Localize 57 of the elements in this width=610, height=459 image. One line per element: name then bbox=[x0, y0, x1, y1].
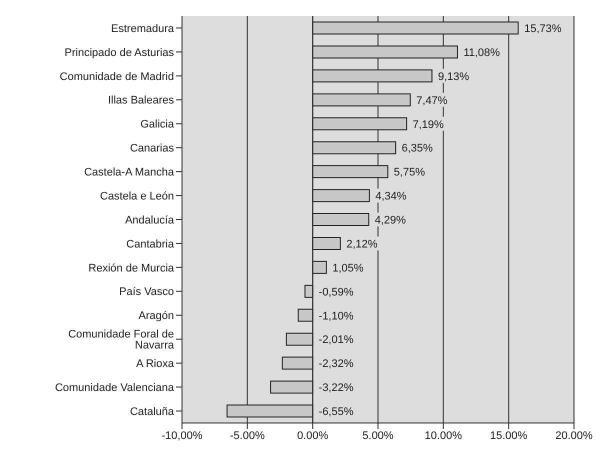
y-tick-label: Comunidade Foral de Navarra bbox=[68, 328, 175, 352]
x-tick-label: -5.00% bbox=[230, 430, 265, 442]
y-tick-label: Comunidade de Madrid bbox=[60, 70, 174, 83]
bar bbox=[312, 213, 370, 226]
x-tick-label: 15.00% bbox=[490, 430, 528, 442]
data-label: -3,22% bbox=[318, 382, 354, 394]
data-label: -1,10% bbox=[318, 310, 354, 322]
y-tick-label: Estremadura bbox=[111, 22, 175, 35]
bar bbox=[270, 380, 314, 394]
y-tick-label: Comunidade Valenciana bbox=[54, 382, 175, 394]
x-tick-label: 20.00% bbox=[555, 430, 593, 442]
bar bbox=[226, 404, 314, 418]
bar bbox=[312, 93, 411, 106]
data-label: 2,12% bbox=[346, 238, 378, 250]
bar bbox=[312, 236, 341, 250]
bar bbox=[282, 356, 314, 370]
data-label: -2,32% bbox=[318, 358, 354, 370]
data-label: 4,34% bbox=[375, 190, 407, 203]
data-label: 11,08% bbox=[463, 46, 500, 59]
bar bbox=[298, 308, 314, 322]
y-tick-label: País Vasco bbox=[119, 286, 174, 298]
y-tick-label: Cantabria bbox=[126, 238, 175, 250]
data-label: 5,75% bbox=[394, 166, 426, 179]
data-label: 6,35% bbox=[402, 142, 434, 155]
data-label: 7,47% bbox=[416, 94, 448, 107]
data-label: 15,73% bbox=[524, 23, 562, 35]
data-label: 1,05% bbox=[332, 262, 364, 274]
y-tick-label: Canarias bbox=[130, 142, 174, 155]
data-label: -0,59% bbox=[318, 286, 354, 298]
data-label: 4,29% bbox=[374, 214, 406, 227]
bar bbox=[286, 332, 314, 346]
bar bbox=[312, 165, 388, 178]
y-tick-label: Galicia bbox=[140, 118, 175, 131]
data-label: -2,01% bbox=[318, 334, 354, 346]
y-tick-label: Castela-A Mancha bbox=[84, 166, 175, 179]
x-tick-label: -10,00% bbox=[162, 430, 203, 442]
y-tick-label: Illas Baleares bbox=[108, 94, 174, 107]
y-tick-label: Andalucía bbox=[125, 214, 175, 226]
bar bbox=[312, 117, 408, 130]
y-tick-label: Principado de Asturias bbox=[64, 46, 174, 59]
data-label: 7,19% bbox=[412, 118, 444, 131]
bar bbox=[312, 189, 370, 202]
x-tick-label: 5.00% bbox=[362, 430, 394, 442]
y-tick-label: Castela e León bbox=[100, 190, 174, 202]
bar bbox=[312, 260, 327, 274]
x-tick-label: 10.00% bbox=[424, 430, 462, 442]
bar bbox=[312, 69, 432, 82]
x-tick-label: 0.00% bbox=[297, 430, 328, 442]
y-tick-label: Cataluña bbox=[130, 406, 175, 418]
y-tick-label: A Rioxa bbox=[136, 358, 175, 370]
y-tick-label: Aragón bbox=[138, 310, 174, 322]
bar bbox=[312, 22, 519, 34]
bar bbox=[312, 141, 396, 154]
y-tick-label: Rexión de Murcia bbox=[88, 262, 175, 274]
data-label: -6,55% bbox=[318, 406, 354, 418]
bar bbox=[312, 45, 458, 58]
data-label: 9,13% bbox=[438, 70, 470, 83]
